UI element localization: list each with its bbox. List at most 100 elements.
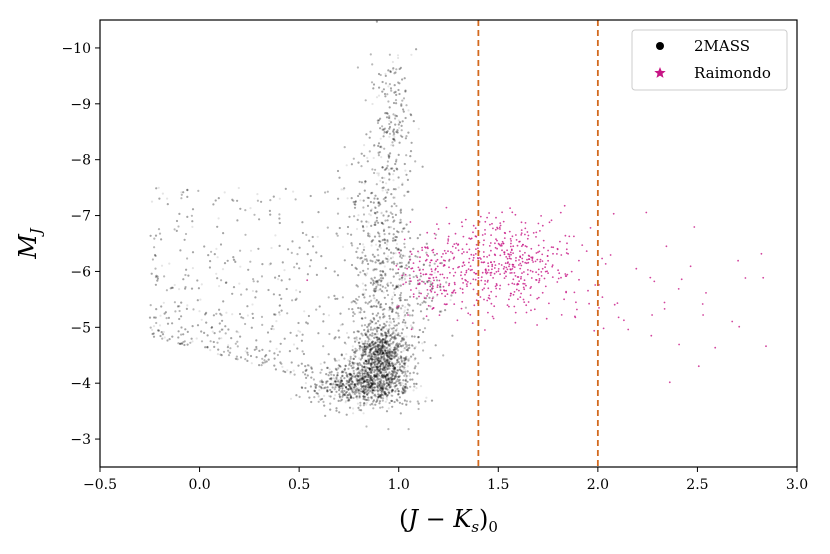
2mass-point	[361, 348, 364, 351]
2mass-point	[358, 377, 361, 380]
2mass-point	[231, 313, 234, 316]
2mass-point	[404, 361, 407, 364]
2mass-point	[386, 354, 389, 357]
2mass-point	[370, 370, 373, 373]
2mass-point	[400, 356, 403, 359]
2mass-point	[413, 358, 416, 361]
2mass-point	[286, 369, 289, 372]
2mass-point	[349, 385, 352, 389]
2mass-point	[409, 324, 413, 327]
2mass-point	[376, 359, 379, 362]
2mass-point	[200, 318, 203, 321]
2mass-point	[367, 376, 370, 379]
2mass-point	[383, 374, 386, 377]
2mass-point	[304, 382, 307, 385]
2mass-point	[353, 354, 356, 357]
2mass-point	[256, 193, 259, 196]
2mass-point	[272, 328, 275, 331]
2mass-point	[369, 214, 372, 217]
2mass-point	[376, 172, 379, 175]
2mass-point	[388, 385, 391, 388]
2mass-point	[378, 387, 381, 391]
2mass-point	[399, 284, 402, 287]
2mass-point	[262, 362, 265, 365]
2mass-point	[402, 370, 405, 373]
2mass-point	[340, 378, 343, 381]
2mass-point	[372, 289, 375, 292]
2mass-point	[218, 285, 221, 288]
2mass-point	[385, 182, 388, 185]
2mass-point	[405, 348, 408, 352]
2mass-point	[369, 350, 372, 353]
2mass-point	[161, 192, 164, 195]
2mass-point	[215, 247, 218, 250]
2mass-point	[380, 211, 383, 214]
2mass-point	[352, 388, 355, 391]
2mass-point	[393, 318, 396, 321]
2mass-point	[395, 389, 398, 392]
2mass-point	[374, 376, 378, 379]
2mass-point	[274, 234, 277, 237]
2mass-point	[180, 191, 183, 194]
2mass-point	[344, 401, 347, 404]
2mass-point	[375, 243, 378, 246]
2mass-point	[338, 411, 341, 414]
2mass-point	[158, 324, 162, 327]
2mass-point	[352, 412, 355, 415]
2mass-point	[388, 352, 392, 355]
2mass-point	[367, 360, 370, 363]
2mass-point	[353, 384, 356, 387]
2mass-point	[368, 213, 371, 216]
2mass-point	[391, 356, 394, 359]
2mass-point	[377, 357, 380, 360]
2mass-point	[370, 354, 373, 357]
2mass-point	[383, 296, 386, 299]
2mass-point	[182, 191, 185, 194]
2mass-point	[317, 395, 320, 398]
2mass-point	[372, 297, 376, 300]
2mass-point	[370, 386, 373, 389]
2mass-point	[449, 298, 452, 302]
2mass-point	[373, 346, 376, 349]
2mass-point	[378, 369, 381, 372]
2mass-point	[210, 326, 214, 329]
2mass-point	[377, 94, 381, 97]
2mass-point	[362, 342, 365, 345]
2mass-point	[382, 372, 385, 375]
2mass-point	[227, 344, 230, 347]
2mass-point	[403, 282, 406, 285]
2mass-point	[333, 377, 336, 380]
2mass-point	[382, 322, 385, 325]
2mass-point	[373, 290, 377, 294]
2mass-point	[366, 272, 369, 275]
2mass-point	[407, 357, 410, 361]
2mass-point	[198, 310, 201, 313]
2mass-point	[399, 384, 402, 387]
2mass-point	[397, 284, 400, 287]
2mass-point	[415, 387, 418, 390]
2mass-point	[366, 354, 369, 357]
2mass-point	[388, 363, 391, 366]
2mass-point	[401, 382, 404, 385]
2mass-point	[275, 320, 278, 323]
2mass-point	[265, 354, 268, 357]
2mass-point	[388, 119, 391, 122]
2mass-point	[371, 102, 374, 106]
2mass-point	[370, 395, 373, 399]
2mass-point	[402, 349, 405, 352]
2mass-point	[387, 258, 390, 261]
2mass-point	[166, 197, 169, 200]
2mass-point	[385, 359, 388, 362]
2mass-point	[373, 332, 376, 336]
2mass-point	[383, 371, 386, 374]
2mass-point	[394, 252, 397, 255]
2mass-point	[362, 288, 365, 291]
2mass-point	[390, 377, 393, 380]
2mass-point	[398, 345, 401, 348]
2mass-point	[393, 135, 396, 139]
2mass-point	[376, 197, 379, 201]
2mass-point	[385, 385, 388, 388]
2mass-point	[152, 332, 155, 335]
2mass-point	[340, 353, 343, 356]
2mass-point	[377, 386, 380, 389]
